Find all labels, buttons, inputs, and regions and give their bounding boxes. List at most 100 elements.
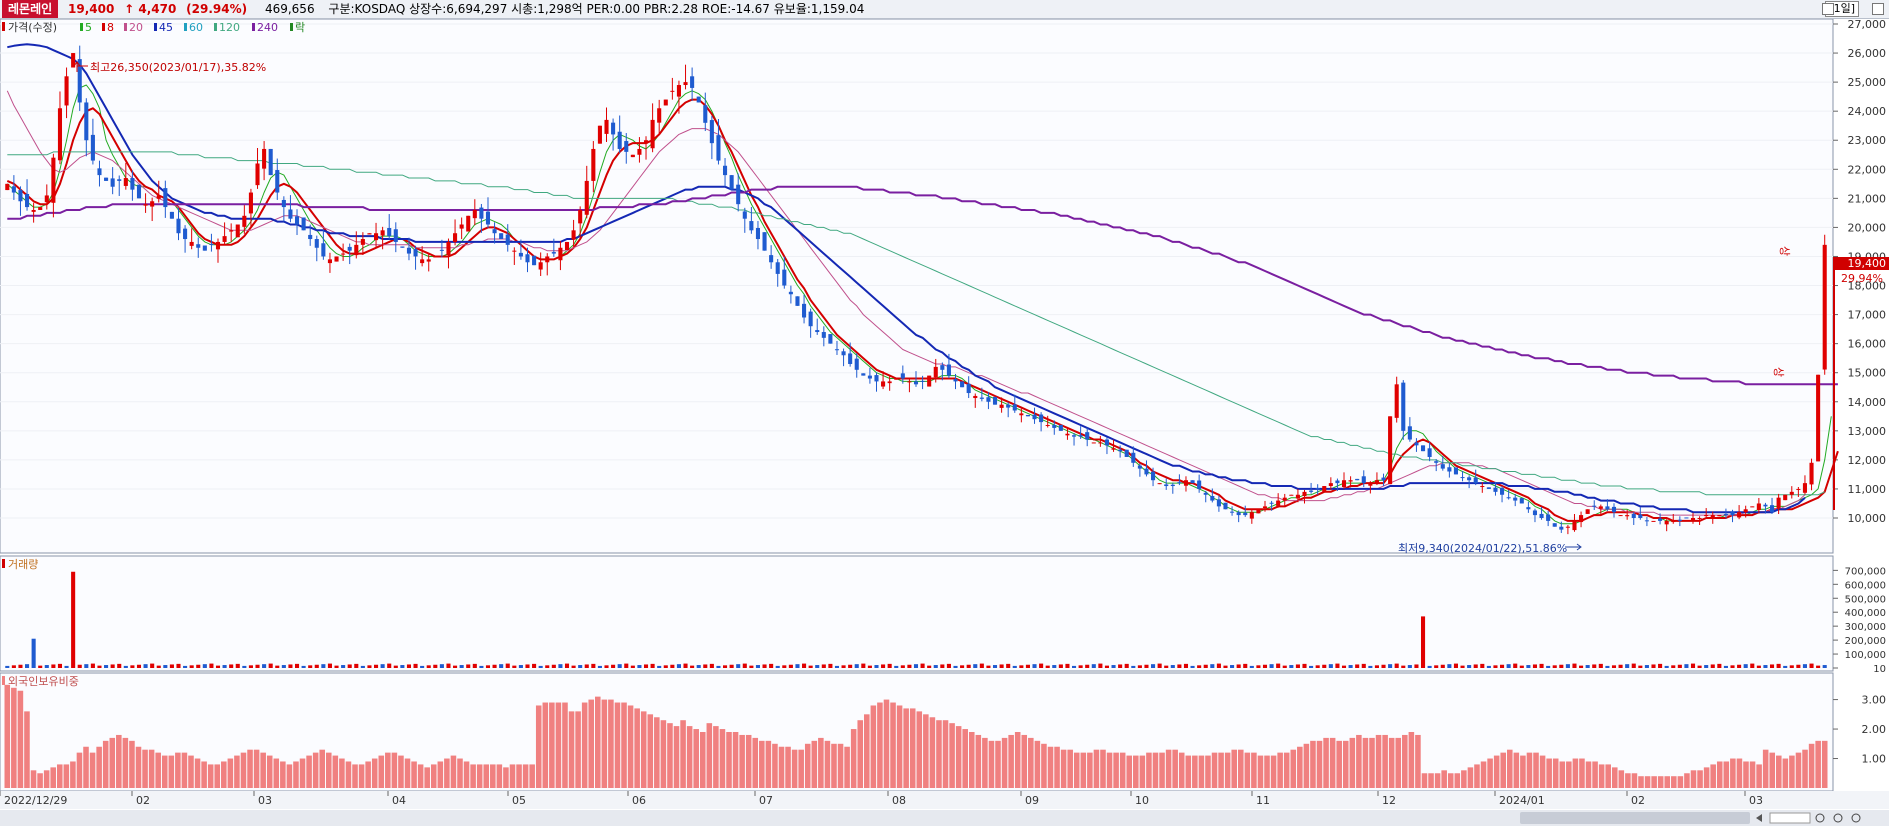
zoom-out-icon[interactable]: [1815, 813, 1825, 823]
volume-bar: [1526, 665, 1531, 668]
candle-body: [1809, 462, 1814, 485]
foreign-ownership-bar: [1487, 758, 1493, 788]
foreign-ownership-bar: [1159, 752, 1165, 788]
foreign-ownership-bar: [1415, 734, 1421, 788]
candle-body: [387, 228, 392, 237]
volume-bar: [1085, 664, 1090, 668]
price-tick-label: 13,000: [1848, 425, 1887, 438]
foreign-ownership-bar: [1375, 734, 1382, 788]
legend-label-20: 20: [129, 21, 143, 34]
candle-body: [1500, 488, 1505, 495]
candle-body: [1085, 432, 1090, 440]
stock-name[interactable]: 레몬레인: [2, 0, 59, 18]
foreign-ownership-bar: [1579, 758, 1585, 788]
foreign-tick-label: 1.00: [1862, 753, 1887, 766]
volume-bar: [1664, 665, 1669, 668]
volume-bar: [1243, 663, 1248, 668]
volume-bar: [1480, 663, 1485, 668]
foreign-ownership-bar: [1408, 732, 1415, 788]
volume-bar: [1249, 665, 1254, 668]
candle-body: [393, 229, 398, 242]
volume-bar: [189, 665, 194, 668]
volume-bar: [802, 663, 807, 668]
foreign-ownership-bar: [1638, 776, 1644, 788]
foreign-ownership-bar: [1677, 776, 1684, 788]
volume-bar: [736, 664, 741, 668]
foreign-ownership-bar: [76, 752, 83, 788]
foreign-ownership-bar: [266, 755, 273, 788]
foreign-ownership-bar: [1008, 734, 1014, 788]
volume-bar: [1579, 665, 1584, 668]
candle-body: [1052, 425, 1057, 428]
foreign-ownership-bar: [962, 729, 968, 788]
volume-bar: [327, 663, 332, 668]
zoom-reset-icon[interactable]: [1833, 813, 1843, 823]
candle-body: [1374, 480, 1379, 484]
candle-body: [1295, 494, 1300, 499]
volume-bar: [314, 664, 319, 668]
foreign-ownership-bar: [168, 755, 175, 788]
zoom-slider[interactable]: [1769, 812, 1811, 824]
candle-body: [1177, 482, 1182, 484]
candle-body: [288, 209, 293, 219]
volume-bar: [1302, 663, 1307, 668]
candle-body: [1677, 519, 1682, 521]
volume-bar: [1737, 664, 1742, 668]
foreign-ownership-bar: [1592, 761, 1598, 788]
volume-bar: [1282, 665, 1287, 668]
foreign-ownership-bar: [949, 723, 955, 788]
volume-bar: [150, 663, 155, 668]
foreign-ownership-bar: [1467, 767, 1474, 788]
window-close-icon[interactable]: [1872, 3, 1884, 15]
foreign-ownership-bar: [837, 743, 844, 788]
foreign-ownership-bar: [804, 743, 811, 788]
volume-bar: [1789, 665, 1794, 668]
scrollbar-thumb[interactable]: [1520, 812, 1750, 824]
volume-bar: [1506, 664, 1511, 668]
candle-body: [1651, 520, 1656, 522]
date-tick-label: 03: [1749, 794, 1763, 807]
ma-line-240: [7, 185, 1838, 386]
scroll-right-icon[interactable]: [1756, 814, 1762, 822]
foreign-ownership-bar: [1526, 752, 1533, 788]
candle-body: [1513, 497, 1518, 501]
foreign-ownership-bar: [1493, 755, 1500, 788]
candle-body: [196, 244, 201, 248]
candle-body: [367, 233, 372, 235]
volume-bar: [1658, 663, 1663, 668]
legend-swatch-240: [252, 23, 255, 31]
date-tick-label: 11: [1256, 794, 1270, 807]
volume-bar: [1638, 665, 1643, 668]
window-restore-icon[interactable]: [1822, 3, 1834, 15]
candle-body: [657, 108, 662, 123]
foreign-ownership-bar: [509, 764, 516, 788]
volume-bar: [143, 664, 148, 668]
foreign-ownership-bar: [391, 752, 398, 788]
candle-body: [466, 215, 471, 232]
candle-body: [176, 218, 181, 234]
volume-bar: [881, 664, 886, 668]
candle-body: [1197, 480, 1202, 489]
foreign-ownership-bar: [995, 740, 1001, 788]
candle-body: [1769, 505, 1775, 513]
foreign-ownership-bar: [1362, 737, 1369, 788]
volume-bar: [999, 664, 1004, 668]
foreign-ownership-bar: [1198, 755, 1205, 788]
price-change-percent: (29.94%): [186, 2, 248, 16]
candle-body: [143, 204, 148, 206]
foreign-ownership-bar: [11, 687, 17, 788]
foreign-ownership-bar: [1559, 761, 1566, 788]
volume-bar: [927, 665, 932, 668]
foreign-ownership-bar: [240, 752, 247, 788]
candle-body: [1592, 505, 1597, 507]
foreign-ownership-bar: [936, 720, 942, 788]
foreign-ownership-bar: [1021, 734, 1028, 788]
scrollbar-track[interactable]: [0, 810, 1889, 826]
zoom-in-icon[interactable]: [1851, 813, 1861, 823]
candle-body: [821, 332, 826, 338]
volume-bar: [617, 664, 622, 668]
candle-body: [676, 85, 681, 97]
volume-bar: [1210, 664, 1215, 668]
candle-body: [136, 184, 142, 199]
volume-bar: [946, 663, 951, 668]
